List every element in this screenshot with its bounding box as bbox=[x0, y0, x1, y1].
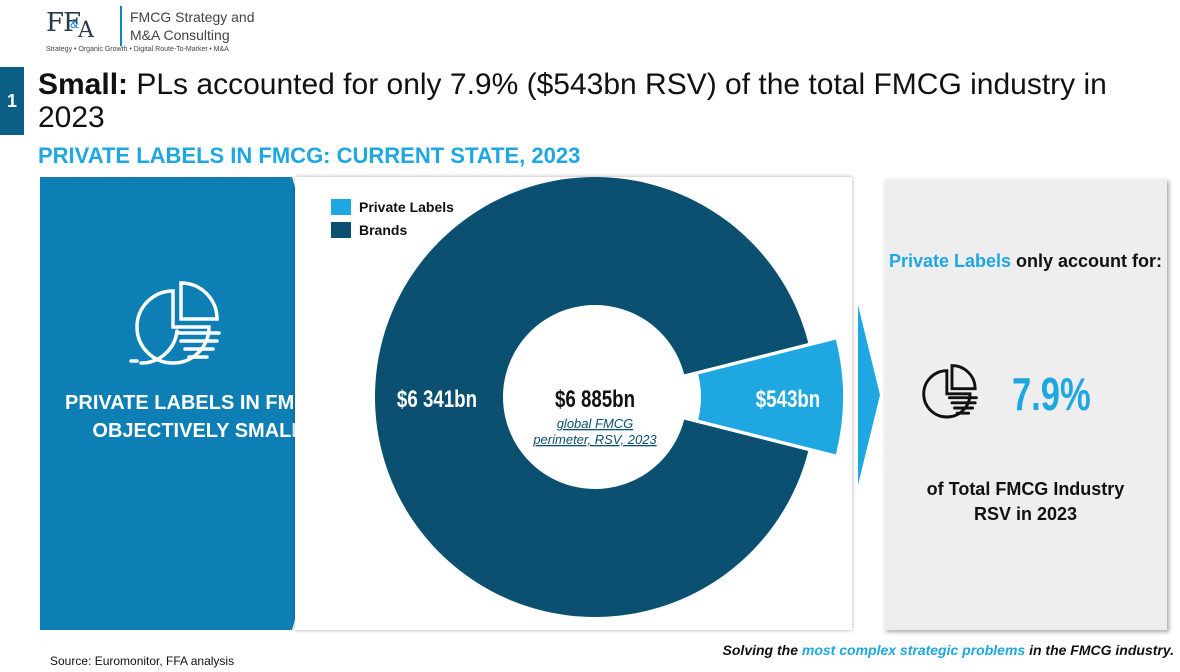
right-heading-highlight: Private Labels bbox=[888, 251, 1012, 271]
slide-subtitle: PRIVATE LABELS IN FMCG: CURRENT STATE, 2… bbox=[38, 143, 581, 168]
right-footer-line2: RSV in 2023 bbox=[973, 504, 1078, 524]
logo-company-line1: FMCG Strategy and bbox=[130, 9, 255, 25]
arrow-right-icon bbox=[858, 305, 880, 490]
footer-tagline-highlight: most complex strategic problems bbox=[801, 642, 1026, 658]
right-panel-footer: of Total FMCG Industry RSV in 2023 bbox=[884, 477, 1167, 527]
donut-segment-private-labels bbox=[698, 339, 844, 455]
logo-divider bbox=[120, 6, 122, 46]
headline-rest: PLs accounted for only 7.9% ($543bn RSV)… bbox=[38, 68, 1107, 134]
legend-label-private-labels: Private Labels bbox=[359, 198, 454, 215]
headline-bold: Small: bbox=[38, 68, 129, 101]
data-label-private-labels: $543bn bbox=[756, 386, 821, 413]
donut-center-value: $6 885bn bbox=[555, 386, 635, 413]
donut-center-caption-line2: perimeter, RSV, 2023 bbox=[532, 432, 657, 447]
left-panel-title-line1: PRIVATE LABELS IN FMCG: bbox=[65, 392, 331, 414]
legend-item-brands: Brands bbox=[331, 218, 454, 241]
logo-mark-a: A bbox=[78, 18, 94, 43]
data-label-brands: $6 341bn bbox=[397, 386, 477, 413]
right-footer-line1: of Total FMCG Industry bbox=[926, 479, 1125, 499]
left-chevron-panel: PRIVATE LABELS IN FMCG: OBJECTIVELY SMAL… bbox=[40, 177, 356, 630]
left-panel-title-line2: OBJECTIVELY SMALL bbox=[92, 420, 304, 442]
logo-tagline: Strategy • Organic Growth • Digital Rout… bbox=[46, 46, 229, 53]
logo-company-name: FMCG Strategy and M&A Consulting bbox=[130, 8, 255, 44]
footer-tagline: Solving the most complex strategic probl… bbox=[723, 642, 1174, 658]
left-panel-title: PRIVATE LABELS IN FMCG: OBJECTIVELY SMAL… bbox=[40, 389, 356, 445]
legend-item-private-labels: Private Labels bbox=[331, 195, 454, 218]
right-heading-rest: only account for: bbox=[1011, 251, 1163, 271]
chart-card: $6 341bn $543bn $6 885bn global FMCG perimet… bbox=[295, 177, 852, 630]
donut-center-caption-line1: global FMCG bbox=[557, 416, 634, 431]
logo-mark-ff: FF bbox=[46, 8, 81, 38]
source-note: Source: Euromonitor, FFA analysis bbox=[50, 654, 235, 668]
chart-legend: Private Labels Brands bbox=[331, 195, 454, 241]
right-summary-panel: Private Labels only account for: 7.9% of… bbox=[884, 179, 1167, 630]
logo-mark: FF & A bbox=[46, 8, 94, 43]
left-chevron-shape bbox=[40, 177, 356, 630]
logo-mark-amp: & bbox=[70, 16, 79, 31]
legend-swatch-brands bbox=[331, 221, 351, 238]
footer-tagline-post: in the FMCG industry. bbox=[1025, 642, 1174, 658]
footer-tagline-pre: Solving the bbox=[722, 642, 802, 658]
legend-swatch-private-labels bbox=[331, 198, 351, 215]
slide-headline: Small: PLs accounted for only 7.9% ($543… bbox=[38, 68, 1173, 134]
slide-number-badge: 1 bbox=[0, 67, 24, 135]
donut-segment-brands bbox=[375, 177, 809, 617]
logo-company-line2: M&A Consulting bbox=[130, 27, 230, 43]
pie-chart-icon bbox=[916, 359, 988, 426]
legend-label-brands: Brands bbox=[359, 221, 408, 238]
right-panel-heading: Private Labels only account for: bbox=[884, 249, 1167, 274]
private-label-share-value: 7.9% bbox=[1012, 368, 1091, 420]
donut-chart: $6 341bn $543bn $6 885bn global FMCGperimet… bbox=[375, 177, 844, 617]
